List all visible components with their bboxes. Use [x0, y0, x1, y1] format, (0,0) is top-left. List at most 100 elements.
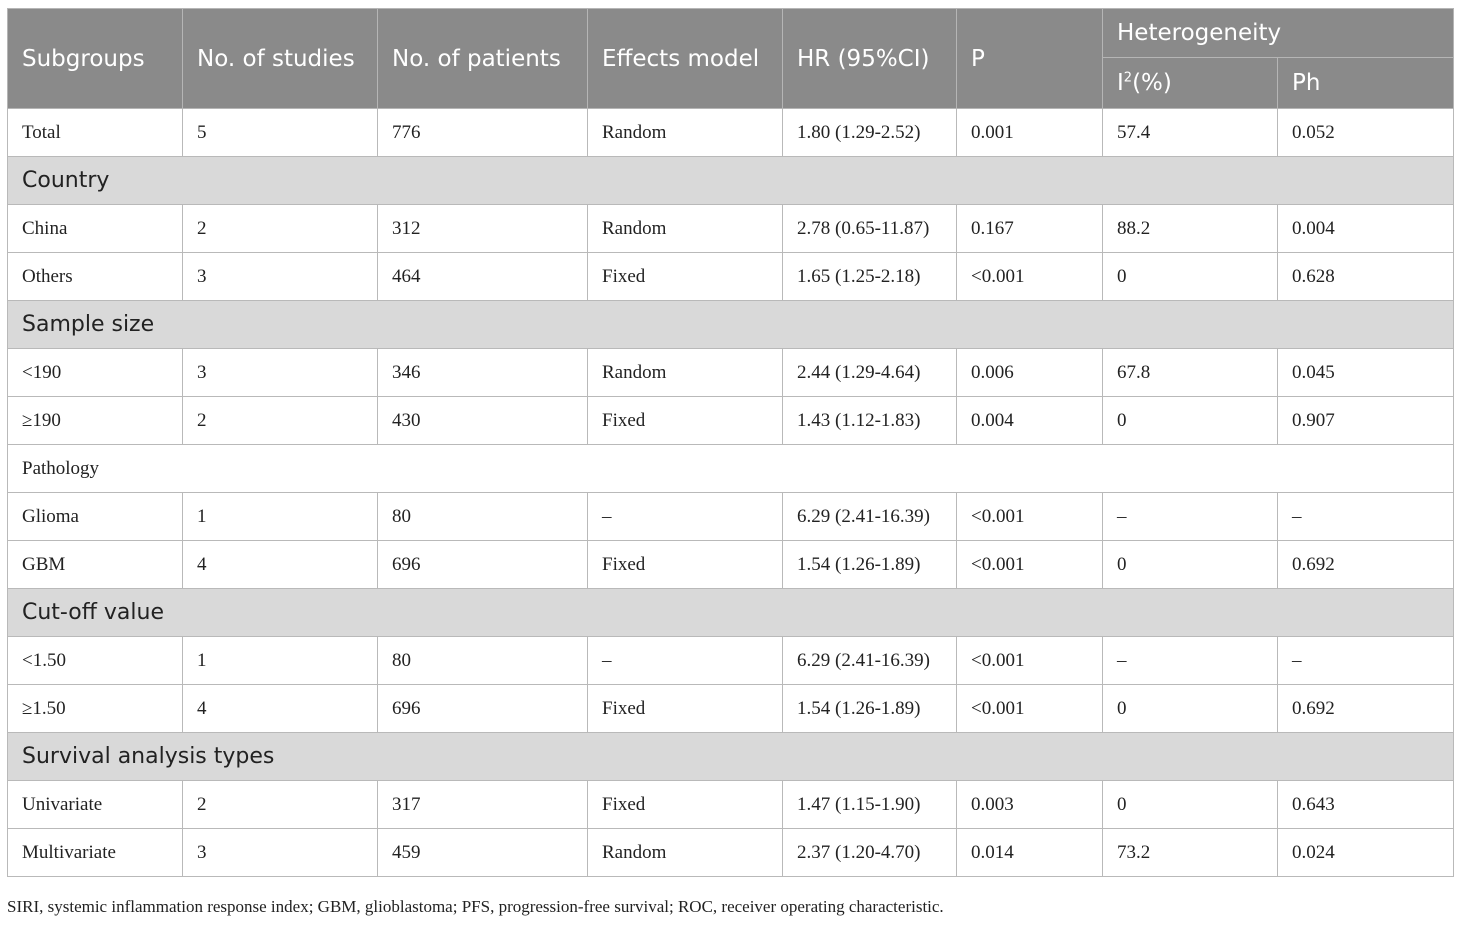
cell-ph: 0.907 [1276, 396, 1455, 445]
cell-p: <0.001 [956, 684, 1103, 733]
cell-patients: 80 [377, 636, 588, 685]
cell-i2: – [1102, 492, 1278, 541]
cell-i2: 57.4 [1102, 108, 1278, 157]
cell-effects-model: Fixed [587, 396, 783, 445]
cell-patients: 696 [377, 684, 588, 733]
header-effects-model: Effects model [587, 8, 783, 109]
cell-studies: 1 [182, 636, 378, 685]
cell-subgroup: GBM [7, 540, 183, 589]
cell-hr: 1.54 (1.26-1.89) [782, 540, 957, 589]
header-subgroups: Subgroups [7, 8, 183, 109]
cell-ph: 0.643 [1276, 780, 1455, 829]
cell-p: 0.006 [956, 348, 1103, 397]
cell-effects-model: Random [587, 348, 783, 397]
cell-p: 0.001 [956, 108, 1103, 157]
cell-i2: 0 [1102, 396, 1278, 445]
cell-ph: 0.045 [1276, 348, 1455, 397]
table-footnote: SIRI, systemic inflammation response ind… [7, 897, 944, 916]
table-row: Total 5 776 Random 1.80 (1.29-2.52) 0.001 57.4… [7, 108, 1455, 157]
cell-i2: 67.8 [1102, 348, 1278, 397]
cell-effects-model: Random [587, 108, 783, 157]
cell-subgroup: <190 [7, 348, 183, 397]
cell-ph: 0.024 [1276, 828, 1455, 877]
cell-subgroup: Univariate [7, 780, 183, 829]
cell-hr: 1.65 (1.25-2.18) [782, 252, 957, 301]
cell-hr: 1.54 (1.26-1.89) [782, 684, 957, 733]
section-row: Country [6, 156, 1455, 205]
section-row: Sample size [6, 300, 1455, 349]
table-row: China 2 312 Random 2.78 (0.65-11.87) 0.167 88.… [7, 204, 1455, 253]
cell-effects-model: – [587, 636, 783, 685]
cell-i2: 0 [1102, 780, 1278, 829]
cell-studies: 2 [182, 780, 378, 829]
cell-hr: 2.37 (1.20-4.70) [782, 828, 957, 877]
cell-subgroup: Total [7, 108, 183, 157]
cell-hr: 6.29 (2.41-16.39) [782, 636, 957, 685]
header-i2-sup: 2 [1123, 70, 1133, 86]
header-heterogeneity: Heterogeneity [1101, 8, 1455, 58]
cell-ph: 0.692 [1276, 684, 1455, 733]
cell-patients: 430 [377, 396, 588, 445]
header-i2-base: I [1117, 70, 1124, 96]
cell-ph: – [1276, 492, 1455, 541]
cell-p: <0.001 [956, 636, 1103, 685]
section-row: Cut-off value [6, 588, 1455, 637]
cell-hr: 2.44 (1.29-4.64) [782, 348, 957, 397]
cell-patients: 312 [377, 204, 588, 253]
cell-patients: 464 [377, 252, 588, 301]
table-row: GBM 4 696 Fixed 1.54 (1.26-1.89) <0.001 0 0.692 [7, 540, 1455, 589]
cell-patients: 317 [377, 780, 588, 829]
cell-p: 0.014 [956, 828, 1103, 877]
cell-hr: 6.29 (2.41-16.39) [782, 492, 957, 541]
cell-studies: 3 [182, 828, 378, 877]
section-label: Cut-off value [6, 588, 1455, 637]
cell-i2: 73.2 [1102, 828, 1278, 877]
table-header: Subgroups No. of studies No. of patients… [7, 8, 1455, 109]
cell-effects-model: Fixed [587, 540, 783, 589]
cell-patients: 459 [377, 828, 588, 877]
cell-ph: – [1276, 636, 1455, 685]
table-container: Subgroups No. of studies No. of patients… [6, 8, 1455, 877]
table-row: ≥1.50 4 696 Fixed 1.54 (1.26-1.89) <0.001 0 0.6… [7, 684, 1455, 733]
section-label: Country [6, 156, 1455, 205]
cell-ph: 0.004 [1276, 204, 1455, 253]
cell-p: 0.004 [956, 396, 1103, 445]
cell-i2: – [1102, 636, 1278, 685]
table-row: <1.50 1 80–6.29 (2.41-16.39) <0.001– – [7, 636, 1455, 685]
section-row: Pathology [6, 444, 1455, 493]
cell-p: <0.001 [956, 540, 1103, 589]
cell-effects-model: Fixed [587, 684, 783, 733]
cell-ph: 0.052 [1276, 108, 1455, 157]
cell-hr: 1.43 (1.12-1.83) [782, 396, 957, 445]
table-body: Total 5 776 Random 1.80 (1.29-2.52) 0.001 57.4… [6, 108, 1455, 877]
cell-patients: 776 [377, 108, 588, 157]
cell-studies: 4 [182, 540, 378, 589]
cell-patients: 346 [377, 348, 588, 397]
cell-patients: 80 [377, 492, 588, 541]
cell-hr: 2.78 (0.65-11.87) [782, 204, 957, 253]
cell-subgroup: Glioma [7, 492, 183, 541]
section-label: Sample size [6, 300, 1455, 349]
cell-effects-model: – [587, 492, 783, 541]
cell-studies: 3 [182, 252, 378, 301]
header-p: P [956, 8, 1103, 109]
table-row: Multivariate 3 459 Random 2.37 (1.20-4.70) 0.… [7, 828, 1455, 877]
cell-hr: 1.80 (1.29-2.52) [782, 108, 957, 157]
cell-subgroup: China [7, 204, 183, 253]
header-i2-suffix: (%) [1132, 70, 1172, 96]
cell-p: 0.003 [956, 780, 1103, 829]
cell-subgroup: Others [7, 252, 183, 301]
cell-studies: 1 [182, 492, 378, 541]
header-patients: No. of patients [377, 8, 588, 109]
cell-effects-model: Fixed [587, 780, 783, 829]
cell-effects-model: Random [587, 828, 783, 877]
header-hr: HR (95%CI) [782, 8, 957, 109]
header-studies: No. of studies [182, 8, 378, 109]
cell-subgroup: ≥190 [7, 396, 183, 445]
header-i2: I2(%) [1102, 57, 1278, 109]
cell-i2: 88.2 [1102, 204, 1278, 253]
header-ph: Ph [1276, 57, 1455, 109]
cell-subgroup: <1.50 [7, 636, 183, 685]
cell-ph: 0.628 [1276, 252, 1455, 301]
section-label: Pathology [6, 444, 1455, 493]
